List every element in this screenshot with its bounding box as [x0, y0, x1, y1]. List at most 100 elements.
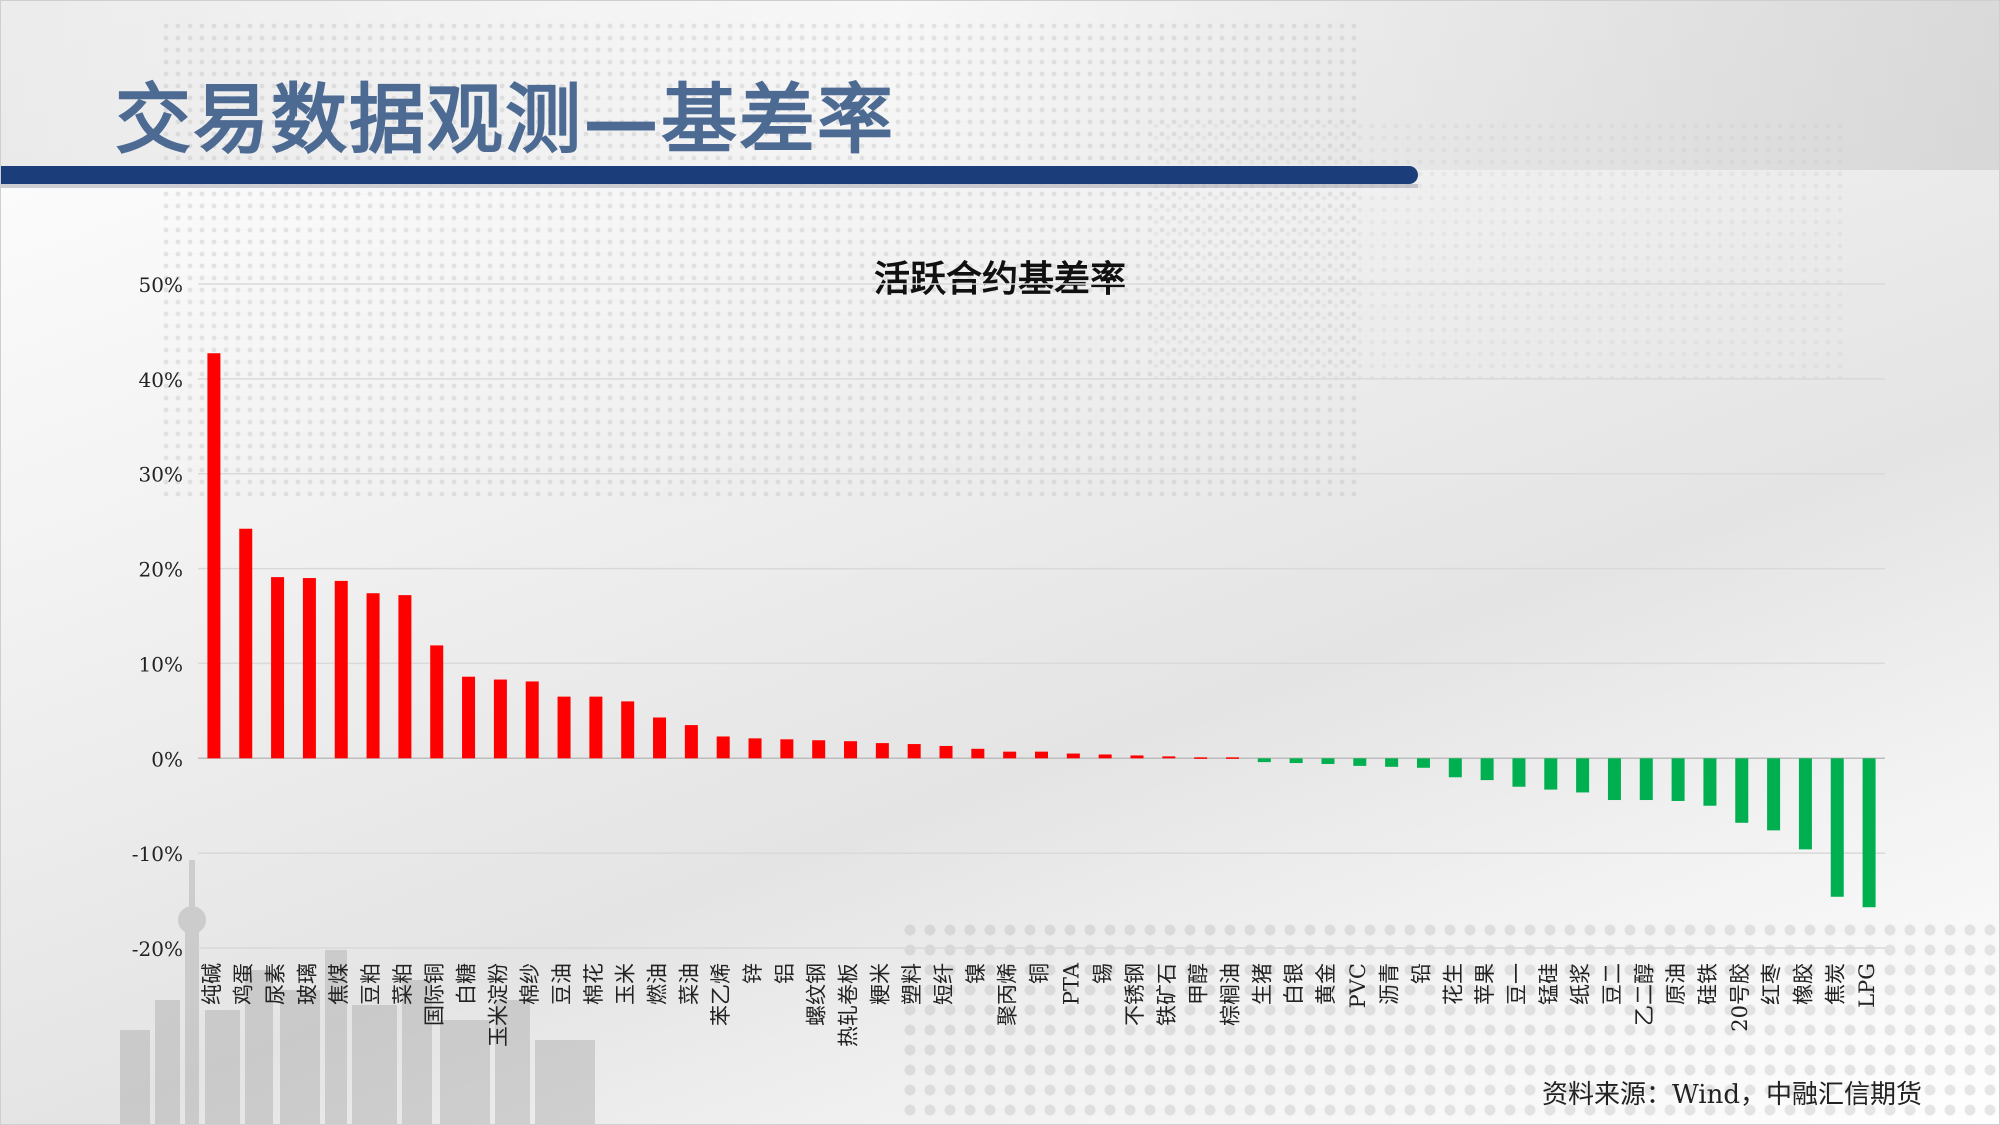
bar-20号胶 [1735, 758, 1749, 823]
x-tick-label: 不锈钢 [1123, 963, 1147, 1026]
city-skyline-icon [120, 860, 595, 1125]
bar-聚丙烯 [1003, 751, 1017, 759]
x-tick-label: 焦炭 [1823, 963, 1847, 1005]
x-tick-label: 塑料 [900, 963, 924, 1005]
x-tick-label: 20号胶 [1728, 963, 1752, 1032]
y-tick-label: 0% [151, 747, 183, 771]
bar-锡 [1098, 754, 1112, 759]
bar-鸡蛋 [239, 528, 253, 759]
bar-棕榈油 [1225, 757, 1239, 759]
x-tick-label: 橡胶 [1791, 963, 1815, 1005]
bar-乙二醇 [1639, 758, 1653, 801]
x-tick-label: 尿素 [264, 963, 288, 1005]
x-tick-label: 白糖 [455, 963, 479, 1005]
x-tick-label: 铁矿石 [1155, 963, 1179, 1026]
x-tick-label: 铜 [1028, 963, 1052, 984]
x-tick-label: 短纤 [932, 963, 956, 1005]
bar-铁矿石 [1162, 756, 1176, 759]
chart-gridlines [198, 283, 1885, 949]
x-tick-label: 玉米 [614, 963, 638, 1005]
x-tick-label: 花生 [1441, 963, 1465, 1005]
x-tick-label: 乙二醇 [1632, 963, 1656, 1026]
bar-不锈钢 [1130, 755, 1144, 759]
x-tick-label: 苯乙烯 [709, 963, 733, 1026]
bar-国际铜 [430, 645, 444, 759]
chart-title: 活跃合约基差率 [873, 258, 1126, 300]
y-tick-label: -20% [132, 937, 183, 961]
x-tick-label: 白银 [1282, 963, 1306, 1005]
x-tick-label: 沥青 [1378, 963, 1402, 1005]
bar-焦煤 [334, 580, 348, 759]
bar-黄金 [1321, 758, 1335, 764]
title-underline-bar [0, 166, 1418, 184]
y-tick-label: 40% [139, 368, 183, 392]
x-tick-label: 锡 [1091, 963, 1115, 984]
x-tick-label: 棉纱 [518, 963, 542, 1005]
x-tick-label: 鸡蛋 [232, 963, 256, 1005]
bar-玻璃 [302, 578, 316, 759]
bar-红枣 [1767, 758, 1781, 831]
x-tick-label: 豆粕 [359, 963, 383, 1005]
bar-锌 [748, 738, 762, 759]
y-tick-label: 30% [139, 463, 183, 487]
bar-白银 [1289, 758, 1303, 764]
y-tick-label: 20% [139, 558, 183, 582]
bar-镍 [971, 748, 985, 759]
x-tick-label: 棉花 [582, 963, 606, 1005]
bar-燃油 [653, 717, 667, 759]
header-background [0, 0, 2000, 170]
bar-原油 [1671, 758, 1685, 801]
world-map-dots-decoration [160, 20, 1360, 500]
bar-纸浆 [1576, 758, 1590, 793]
x-tick-label: 锰硅 [1537, 963, 1561, 1005]
x-tick-label: 豆一 [1505, 963, 1529, 1005]
chart-y-axis: 50% 40% 30% 20% 10% 0% -10% -20% [132, 273, 183, 961]
x-tick-label: 黄金 [1314, 963, 1338, 1005]
bar-焦炭 [1830, 758, 1844, 897]
bar-豆二 [1607, 758, 1621, 801]
bar-玉米淀粉 [493, 679, 507, 759]
x-tick-label: 玉米淀粉 [486, 963, 510, 1047]
x-tick-label: 纸浆 [1569, 963, 1593, 1005]
bar-豆油 [557, 696, 571, 759]
bar-纯碱 [207, 353, 221, 759]
bar-苯乙烯 [716, 736, 730, 759]
x-tick-label: 硅铁 [1696, 963, 1720, 1005]
bar-硅铁 [1703, 758, 1717, 806]
x-tick-label: 燃油 [646, 963, 670, 1005]
bar-塑料 [907, 744, 921, 759]
bar-菜油 [684, 725, 698, 759]
x-tick-label: 聚丙烯 [996, 963, 1020, 1026]
bar-锰硅 [1544, 758, 1558, 790]
bar-豆粕 [366, 593, 380, 759]
x-tick-label: 铅 [1409, 963, 1433, 984]
bar-甲醇 [1194, 757, 1208, 759]
x-tick-label: 豆油 [550, 963, 574, 1005]
chart-x-axis: 纯碱 鸡蛋 尿素 玻璃 焦煤 豆粕 菜粕 国际铜 白糖 玉米淀粉 棉纱 豆油 棉花 玉米 燃油 菜油 苯乙烯锌铝… [200, 962, 1879, 1047]
x-tick-label: 棕榈油 [1218, 963, 1242, 1026]
x-tick-label: LPG [1855, 963, 1879, 1008]
bar-菜粕 [398, 595, 412, 759]
x-tick-label: 菜油 [677, 963, 701, 1005]
x-tick-label: 甲醇 [1187, 963, 1211, 1005]
y-tick-label: 10% [139, 652, 183, 676]
chart-bars [207, 353, 1876, 908]
bar-热轧卷板 [844, 741, 858, 759]
x-tick-label: 铝 [773, 963, 797, 984]
x-tick-label: 豆二 [1600, 963, 1624, 1005]
floor-dots-decoration [900, 920, 2000, 1125]
x-tick-label: 菜粕 [391, 963, 415, 1005]
x-tick-label: 锌 [741, 963, 765, 984]
bar-LPG [1862, 758, 1876, 908]
bar-铝 [780, 739, 794, 759]
title-underline-shadow [0, 184, 1418, 188]
x-tick-label: 焦煤 [327, 963, 351, 1005]
x-tick-label: 国际铜 [423, 963, 447, 1026]
bar-铅 [1416, 758, 1430, 768]
bar-短纤 [939, 745, 953, 759]
bar-棉纱 [525, 681, 539, 759]
bar-粳米 [875, 743, 889, 759]
bar-玉米 [621, 701, 635, 759]
x-tick-label: PTA [1059, 962, 1083, 1005]
